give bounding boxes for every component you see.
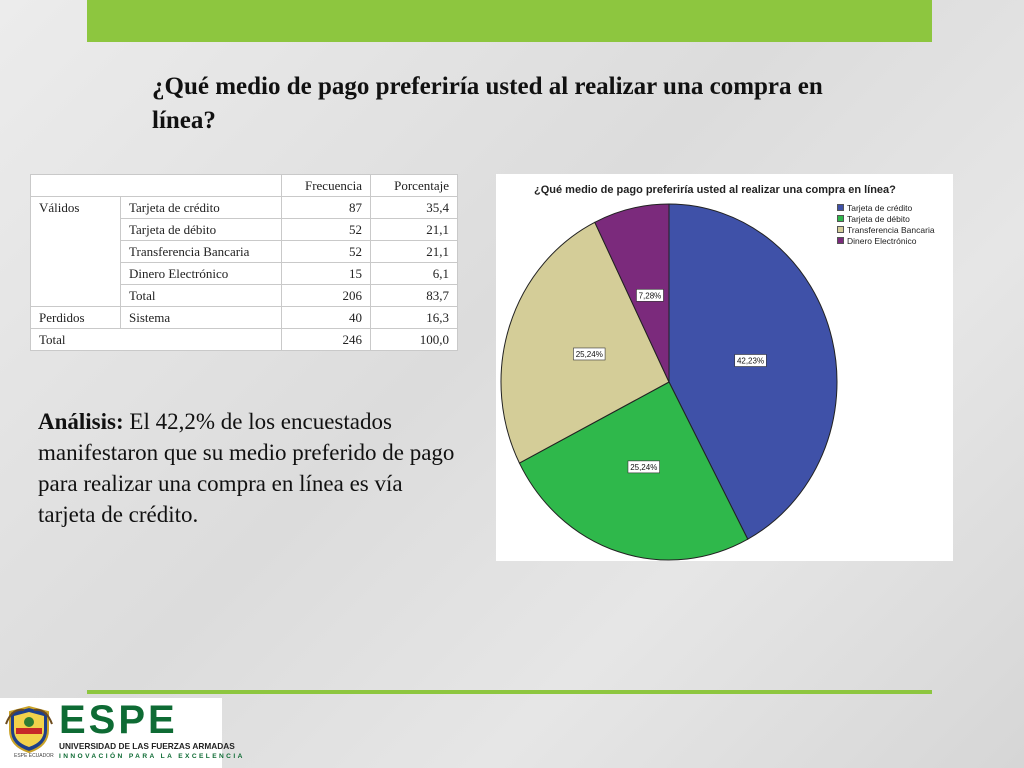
- legend-swatch: [837, 226, 844, 233]
- legend-item: Dinero Electrónico: [837, 235, 935, 246]
- top-accent-bar: [87, 0, 932, 42]
- cell-frecuencia: 15: [281, 262, 371, 285]
- slice-data-label: 25,24%: [627, 460, 660, 474]
- bottom-accent-line: [87, 690, 932, 694]
- legend-label: Tarjeta de crédito: [847, 202, 913, 213]
- row-label: Total: [120, 284, 282, 307]
- total-label: Total: [30, 328, 121, 351]
- legend-item: Tarjeta de débito: [837, 213, 935, 224]
- legend-label: Tarjeta de débito: [847, 213, 910, 224]
- header-porcentaje: Porcentaje: [370, 174, 458, 197]
- legend-item: Transferencia Bancaria: [837, 224, 935, 235]
- total-spacer: [120, 328, 282, 351]
- svg-text:7,28%: 7,28%: [639, 291, 662, 300]
- row-label: Sistema: [120, 306, 282, 329]
- svg-text:25,24%: 25,24%: [630, 463, 657, 472]
- row-label: Transferencia Bancaria: [120, 240, 282, 263]
- analysis-paragraph: Análisis: El 42,2% de los encuestados ma…: [38, 406, 458, 530]
- pie-chart: 42,23% 25,24% 25,24% 7,28%: [500, 203, 838, 561]
- group-spacer: [30, 284, 121, 307]
- group-label: Perdidos: [30, 306, 121, 329]
- logo-subtitle: UNIVERSIDAD DE LAS FUERZAS ARMADAS: [59, 741, 235, 751]
- cell-frecuencia: 52: [281, 240, 371, 263]
- legend-label: Dinero Electrónico: [847, 235, 917, 246]
- analysis-label: Análisis:: [38, 409, 124, 434]
- svg-text:42,23%: 42,23%: [737, 357, 764, 366]
- slide-title: ¿Qué medio de pago preferiría usted al r…: [152, 73, 823, 134]
- cell-porcentaje: 21,1: [370, 218, 458, 241]
- row-label: Tarjeta de crédito: [120, 196, 282, 219]
- cell-frecuencia: 52: [281, 218, 371, 241]
- group-spacer: [30, 218, 121, 241]
- espe-logo: ESPE ECUADOR ESPE UNIVERSIDAD DE LAS FUE…: [0, 698, 242, 768]
- cell-frecuencia: 246: [281, 328, 371, 351]
- pie-chart-panel: 42,23% 25,24% 25,24% 7,28% ¿Qué medio de pa…: [496, 174, 953, 561]
- pie-slice: [500, 221, 670, 464]
- group-spacer: [30, 262, 121, 285]
- crest-icon: [5, 705, 53, 754]
- cell-frecuencia: 87: [281, 196, 371, 219]
- frequency-table: Frecuencia Porcentaje Válidos Tarjeta de…: [30, 174, 458, 351]
- cell-porcentaje: 16,3: [370, 306, 458, 329]
- chart-title: ¿Qué medio de pago preferiría usted al r…: [534, 184, 896, 196]
- cell-frecuencia: 40: [281, 306, 371, 329]
- table-row: Transferencia Bancaria 52 21,1: [30, 240, 458, 263]
- cell-porcentaje: 35,4: [370, 196, 458, 219]
- table-row: Tarjeta de débito 52 21,1: [30, 218, 458, 241]
- cell-porcentaje: 6,1: [370, 262, 458, 285]
- legend-swatch: [837, 204, 844, 211]
- group-label: Válidos: [30, 196, 121, 219]
- slice-data-label: 42,23%: [734, 354, 767, 367]
- table-row: Dinero Electrónico 15 6,1: [30, 262, 458, 285]
- legend-label: Transferencia Bancaria: [847, 224, 935, 235]
- cell-porcentaje: 21,1: [370, 240, 458, 263]
- table-row: Total 246 100,0: [30, 328, 458, 351]
- row-label: Tarjeta de débito: [120, 218, 282, 241]
- crest-caption: ESPE ECUADOR: [14, 753, 54, 759]
- legend-swatch: [837, 237, 844, 244]
- table-row: Total 206 83,7: [30, 284, 458, 307]
- table-row: Perdidos Sistema 40 16,3: [30, 306, 458, 329]
- cell-frecuencia: 206: [281, 284, 371, 307]
- svg-text:25,24%: 25,24%: [576, 350, 603, 359]
- cell-porcentaje: 100,0: [370, 328, 458, 351]
- table-corner: [120, 174, 282, 197]
- legend-item: Tarjeta de crédito: [837, 202, 935, 213]
- header-frecuencia: Frecuencia: [281, 174, 371, 197]
- analysis-text: El 42,2% de los encuestados manifestaron…: [38, 409, 455, 527]
- chart-legend: Tarjeta de crédito Tarjeta de débito Trans…: [837, 202, 935, 246]
- row-label: Dinero Electrónico: [120, 262, 282, 285]
- table-corner: [30, 174, 121, 197]
- pie-slice: [668, 203, 838, 540]
- legend-swatch: [837, 215, 844, 222]
- table-header-row: Frecuencia Porcentaje: [30, 174, 458, 197]
- slice-data-label: 25,24%: [573, 347, 606, 361]
- logo-wordmark: ESPE: [59, 698, 178, 742]
- table-row: Válidos Tarjeta de crédito 87 35,4: [30, 196, 458, 219]
- pie-slice: [594, 203, 670, 383]
- slice-data-label: 7,28%: [636, 289, 664, 302]
- logo-tagline: INNOVACIÓN PARA LA EXCELENCIA: [59, 753, 245, 760]
- cell-porcentaje: 83,7: [370, 284, 458, 307]
- group-spacer: [30, 240, 121, 263]
